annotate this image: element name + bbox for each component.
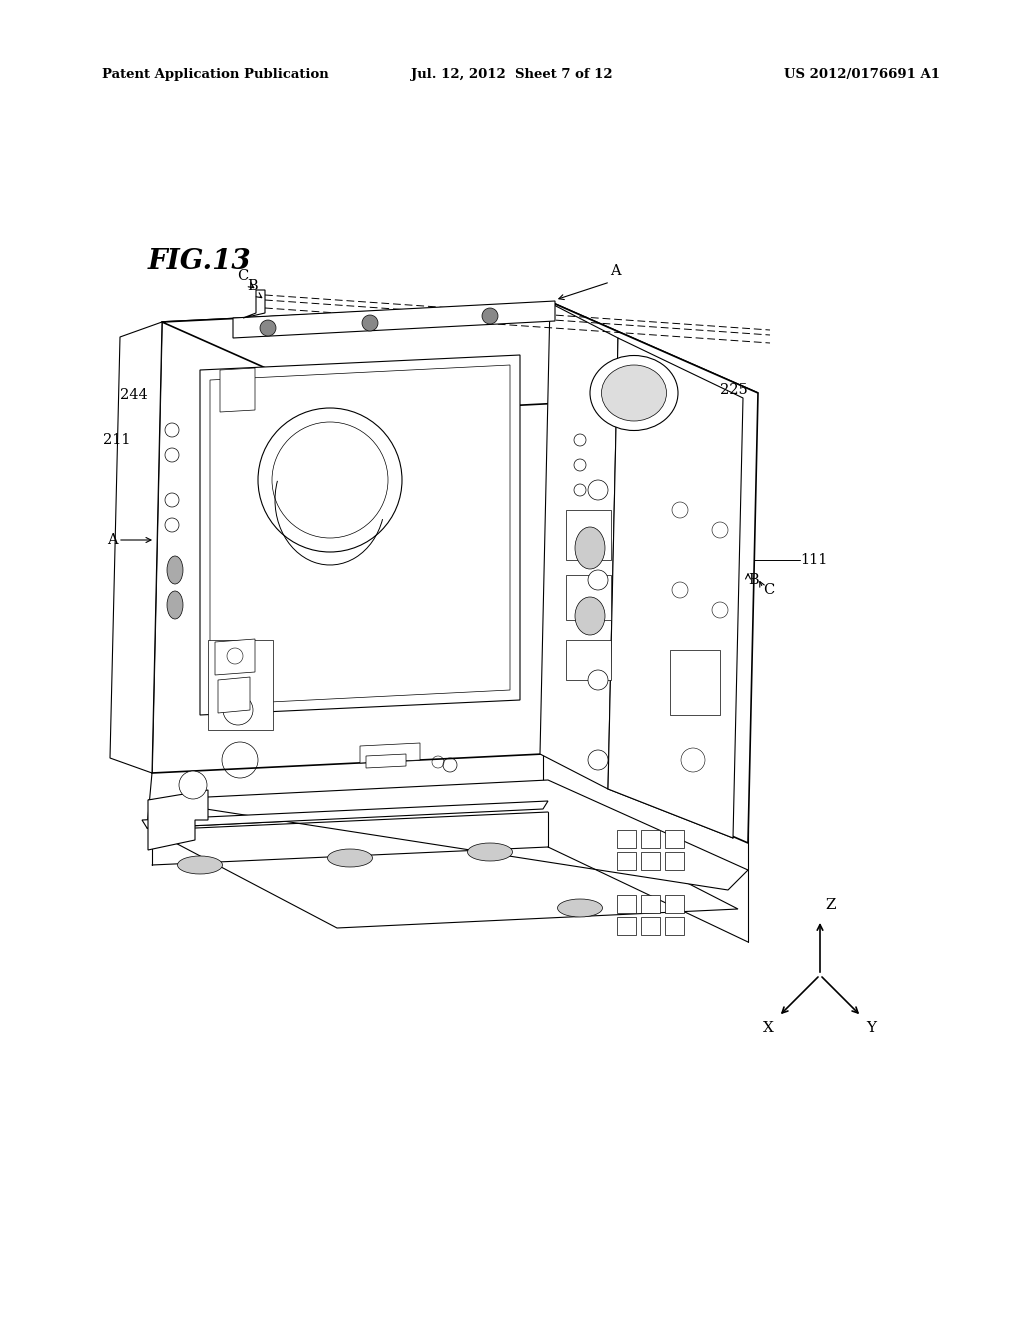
Bar — [641, 851, 660, 870]
Circle shape — [588, 750, 608, 770]
Bar — [617, 917, 636, 935]
Polygon shape — [148, 780, 748, 890]
Text: FIG.13: FIG.13 — [148, 248, 252, 275]
Ellipse shape — [177, 855, 222, 874]
Circle shape — [574, 484, 586, 496]
Circle shape — [223, 696, 253, 725]
Text: 225: 225 — [720, 383, 748, 397]
Polygon shape — [148, 789, 208, 850]
Polygon shape — [162, 304, 758, 413]
Text: US 2012/0176691 A1: US 2012/0176691 A1 — [784, 69, 940, 81]
Bar — [641, 830, 660, 847]
Circle shape — [672, 502, 688, 517]
Polygon shape — [608, 338, 743, 838]
Polygon shape — [540, 304, 618, 789]
Text: B: B — [248, 279, 258, 293]
Ellipse shape — [167, 556, 183, 583]
Polygon shape — [152, 304, 553, 774]
Text: A: A — [610, 264, 621, 279]
Polygon shape — [243, 290, 265, 318]
Ellipse shape — [557, 899, 602, 917]
Polygon shape — [210, 366, 510, 705]
Ellipse shape — [328, 849, 373, 867]
Circle shape — [574, 459, 586, 471]
Bar — [641, 895, 660, 913]
Bar — [617, 895, 636, 913]
Ellipse shape — [468, 843, 512, 861]
Bar — [208, 640, 273, 730]
Text: X: X — [763, 1022, 774, 1035]
Circle shape — [362, 315, 378, 331]
Bar — [670, 649, 720, 715]
Bar — [665, 830, 684, 847]
Bar — [566, 640, 611, 680]
Circle shape — [712, 521, 728, 539]
Polygon shape — [233, 301, 555, 338]
Circle shape — [712, 602, 728, 618]
Bar — [665, 895, 684, 913]
Polygon shape — [142, 801, 548, 828]
Text: Y: Y — [866, 1022, 877, 1035]
Bar — [665, 851, 684, 870]
Ellipse shape — [575, 597, 605, 635]
Ellipse shape — [601, 366, 667, 421]
Polygon shape — [543, 304, 758, 843]
Bar — [566, 576, 611, 620]
Polygon shape — [366, 754, 406, 768]
Polygon shape — [110, 322, 162, 774]
Polygon shape — [200, 355, 520, 715]
Ellipse shape — [590, 355, 678, 430]
Bar — [665, 917, 684, 935]
Bar — [617, 851, 636, 870]
Bar — [617, 830, 636, 847]
Text: A: A — [108, 533, 118, 546]
Bar — [641, 917, 660, 935]
Polygon shape — [220, 368, 255, 412]
Circle shape — [574, 434, 586, 446]
Text: 111: 111 — [800, 553, 827, 568]
Ellipse shape — [167, 591, 183, 619]
Circle shape — [681, 748, 705, 772]
Polygon shape — [215, 639, 255, 675]
Circle shape — [482, 308, 498, 323]
Text: Jul. 12, 2012  Sheet 7 of 12: Jul. 12, 2012 Sheet 7 of 12 — [412, 69, 612, 81]
Polygon shape — [218, 677, 250, 713]
Text: 244: 244 — [120, 388, 148, 403]
Text: 211: 211 — [102, 433, 130, 447]
Circle shape — [588, 671, 608, 690]
Circle shape — [179, 771, 207, 799]
Ellipse shape — [575, 527, 605, 569]
Text: C: C — [237, 269, 248, 282]
Bar — [566, 510, 611, 560]
Circle shape — [260, 319, 276, 337]
Text: Patent Application Publication: Patent Application Publication — [102, 69, 329, 81]
Polygon shape — [147, 809, 738, 928]
Circle shape — [588, 570, 608, 590]
Polygon shape — [360, 743, 420, 763]
Circle shape — [588, 480, 608, 500]
Text: C: C — [763, 583, 774, 597]
Text: Z: Z — [825, 898, 836, 912]
Circle shape — [672, 582, 688, 598]
Text: B: B — [748, 573, 759, 587]
